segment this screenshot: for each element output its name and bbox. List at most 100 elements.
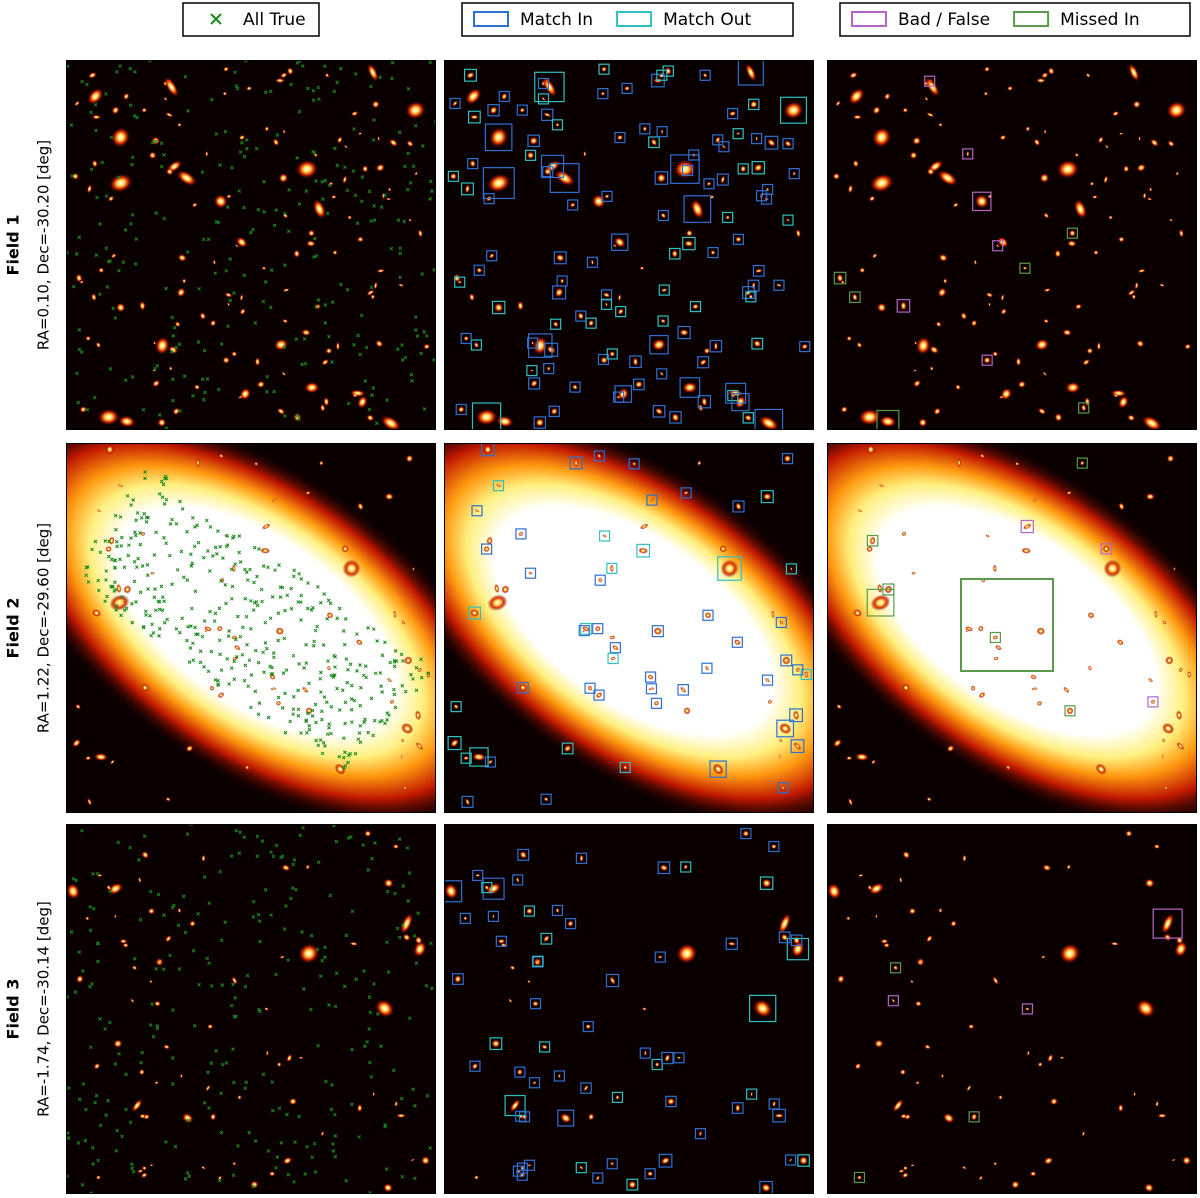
source [926, 112, 935, 118]
true-marker [242, 273, 247, 278]
source [605, 302, 608, 307]
source [349, 941, 359, 946]
true-marker [202, 664, 206, 669]
true-marker [368, 1010, 373, 1015]
source [1123, 165, 1130, 173]
source [1158, 283, 1166, 287]
true-marker [420, 272, 425, 276]
source [793, 710, 800, 721]
source [387, 677, 392, 683]
source [239, 294, 244, 302]
true-marker [373, 841, 377, 845]
source [650, 498, 654, 503]
true-marker [398, 251, 403, 256]
source [1062, 329, 1072, 336]
legend-marker [616, 11, 653, 27]
match-box [731, 636, 743, 648]
true-marker [322, 592, 327, 596]
true-marker [219, 1130, 224, 1135]
true-marker [359, 685, 363, 690]
true-marker [116, 840, 121, 845]
match-box [529, 998, 542, 1010]
source [542, 77, 557, 97]
true-marker [163, 476, 167, 481]
source [836, 273, 844, 283]
true-marker [164, 541, 168, 546]
true-marker [297, 416, 301, 421]
match-box [645, 683, 658, 695]
true-marker [97, 292, 102, 297]
true-marker [413, 1103, 417, 1108]
source [778, 913, 791, 934]
true-marker [372, 218, 377, 223]
source [795, 667, 800, 673]
source [926, 935, 933, 943]
source [1017, 380, 1026, 388]
true-marker [288, 719, 293, 724]
true-marker [369, 84, 373, 89]
source [555, 907, 560, 914]
true-marker [318, 676, 323, 681]
true-marker [307, 681, 311, 686]
true-marker [157, 412, 162, 417]
true-marker [145, 573, 150, 578]
source [153, 341, 157, 345]
source [1167, 140, 1175, 147]
true-marker [88, 984, 92, 989]
true-marker [111, 585, 115, 589]
miss-box [896, 299, 911, 313]
match-box [484, 123, 513, 152]
true-marker [248, 567, 252, 572]
true-marker [160, 608, 165, 613]
true-marker [104, 569, 109, 573]
source [469, 159, 476, 168]
match-box [467, 110, 481, 124]
source [975, 194, 989, 209]
match-box [482, 877, 505, 900]
source [872, 127, 891, 148]
true-marker [312, 150, 317, 155]
true-marker [118, 515, 123, 519]
source [471, 753, 486, 761]
source [341, 545, 349, 553]
source [388, 187, 392, 192]
source [924, 96, 929, 102]
true-marker [150, 1002, 154, 1006]
source [488, 759, 493, 765]
true-marker [279, 855, 283, 860]
true-marker [333, 1154, 338, 1159]
true-marker [157, 626, 162, 631]
true-marker [333, 146, 337, 151]
source [85, 756, 92, 761]
match-box [677, 684, 690, 696]
true-marker [243, 1086, 248, 1091]
source [900, 1113, 908, 1119]
source [1005, 764, 1011, 770]
source [475, 874, 481, 877]
true-marker [298, 600, 303, 605]
source [138, 876, 142, 884]
match-box [670, 154, 700, 184]
true-marker [124, 1107, 128, 1112]
source [93, 753, 108, 761]
true-marker [181, 575, 186, 580]
true-marker [282, 636, 287, 641]
match-box [742, 412, 754, 424]
match-box [740, 827, 752, 840]
source [832, 172, 840, 180]
legend-marker [473, 11, 509, 27]
true-marker [251, 915, 256, 919]
match-box [697, 356, 710, 369]
match-box [614, 385, 633, 403]
true-marker [337, 708, 342, 712]
source [1162, 620, 1167, 625]
source [1144, 1183, 1154, 1193]
source [222, 91, 227, 96]
source [879, 415, 897, 428]
true-marker [162, 152, 166, 157]
source [735, 502, 742, 511]
source [279, 955, 285, 959]
true-marker [154, 967, 159, 971]
source [595, 692, 603, 699]
source [209, 685, 215, 691]
